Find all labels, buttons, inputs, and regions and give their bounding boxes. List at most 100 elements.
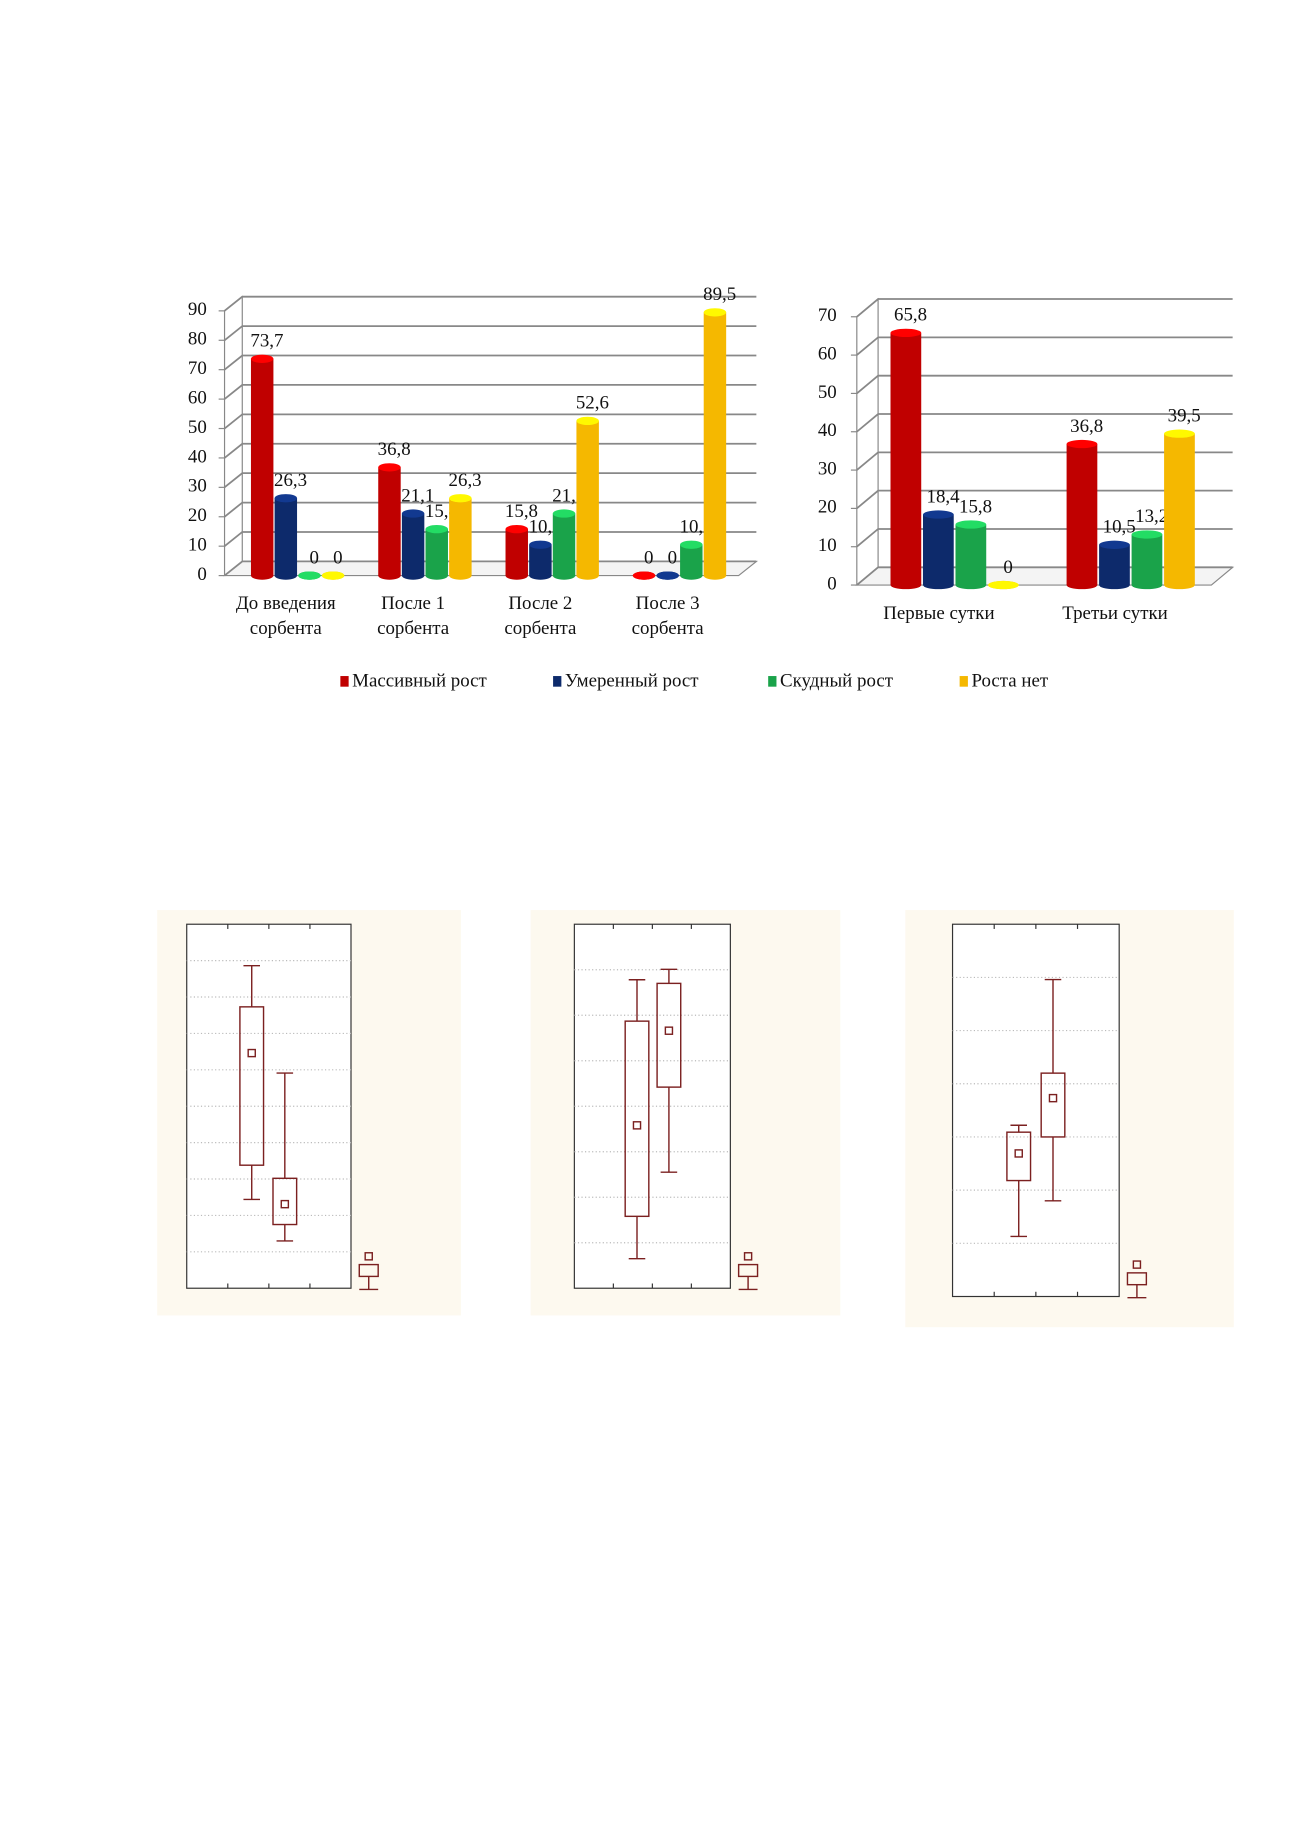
bar-bottom (250, 571, 274, 580)
legend-icon (743, 1252, 753, 1261)
y-tick-label: 70 (188, 358, 207, 379)
y-tick-label: 20 (818, 497, 837, 518)
value-label: 89,5 (703, 284, 736, 305)
bar-top (505, 524, 528, 534)
bar-top (529, 540, 552, 549)
bar-bottom (1099, 580, 1130, 590)
grid-line (223, 531, 757, 547)
median (280, 1199, 290, 1209)
grid-line (856, 298, 1233, 318)
legend-swatch (553, 676, 562, 687)
y-tick-label: 50 (188, 417, 207, 438)
value-label: 36,8 (378, 439, 411, 460)
bar (680, 544, 703, 576)
x-tick-label: После 3 сорбента (632, 593, 705, 639)
median (247, 1048, 256, 1058)
bar (425, 529, 448, 576)
bar-bottom (1131, 580, 1163, 590)
value-label: 21,1 (401, 485, 434, 506)
y-tick-label: 70 (818, 305, 837, 326)
y-tick-label: 90 (188, 299, 207, 320)
bar-top (425, 524, 448, 534)
bar-bottom (449, 571, 472, 580)
grid-line (856, 374, 1233, 395)
legend-swatch (959, 676, 968, 687)
bar-top (250, 354, 274, 363)
bar-top (890, 328, 922, 338)
y-tick-label: 10 (818, 535, 837, 556)
bar-top (1131, 530, 1163, 539)
bar (1131, 534, 1163, 586)
bar-bottom (890, 580, 922, 590)
grid-line (856, 489, 1233, 510)
bar-bottom (955, 580, 987, 590)
bar-top (1164, 429, 1195, 438)
bar-top (955, 520, 987, 529)
bar (576, 420, 599, 576)
x-tick-label: До введения сорбента (236, 593, 336, 639)
bar (250, 358, 274, 576)
bar-bottom (529, 571, 552, 580)
y-tick-label: 60 (188, 387, 207, 408)
bar-top (703, 308, 727, 317)
y-tick-label: 50 (818, 382, 837, 403)
bar-bottom (274, 571, 298, 580)
bar-bottom (923, 580, 954, 590)
value-label: 52,6 (576, 393, 609, 414)
grid-line (223, 354, 757, 371)
bar-bottom (1164, 580, 1195, 590)
median (1014, 1149, 1023, 1158)
bar-top (576, 416, 599, 426)
grid-line (223, 501, 757, 518)
box (624, 1020, 650, 1218)
bar (703, 312, 727, 576)
grid-line (223, 325, 757, 341)
y-tick-label: 80 (188, 329, 207, 350)
y-tick-label: 30 (818, 458, 837, 479)
bar-top (449, 494, 472, 503)
grid-line (856, 336, 1233, 356)
value-label: 18,4 (927, 486, 961, 507)
value-label: 39,5 (1168, 405, 1201, 426)
median (664, 1026, 674, 1035)
x-tick-label: Третьи сутки (1062, 603, 1167, 624)
value-label: 0 (1003, 557, 1012, 578)
bar-top (680, 540, 703, 549)
value-label: 13,2 (1135, 506, 1168, 527)
box (1040, 1072, 1066, 1138)
value-label: 0 (644, 547, 653, 568)
bar-bottom (425, 571, 448, 580)
bar (401, 513, 425, 576)
legend-label: Умеренный рост (565, 670, 699, 691)
box (272, 1177, 298, 1226)
bar (378, 467, 401, 576)
legend-icon (364, 1252, 373, 1261)
box (239, 1006, 265, 1166)
bar (955, 524, 987, 586)
plot-frame (951, 923, 1120, 1298)
grid-line (856, 528, 1233, 548)
box (1006, 1131, 1032, 1182)
grid-line (223, 295, 757, 312)
bar-top (988, 580, 1019, 590)
x-tick-label: Первые сутки (883, 603, 994, 624)
grid-line (856, 413, 1233, 433)
grid-line (223, 384, 757, 400)
bar (449, 498, 472, 576)
grid-line (223, 442, 757, 459)
median (632, 1121, 642, 1130)
bar (923, 514, 954, 586)
bar (505, 529, 528, 576)
bar-top (923, 510, 954, 519)
bar-top (298, 571, 321, 580)
y-tick-label: 0 (827, 573, 836, 594)
x-tick-label: После 1 сорбента (377, 593, 450, 639)
value-label: 26,3 (449, 470, 482, 491)
value-label: 73,7 (250, 331, 283, 352)
bar-bottom (505, 571, 528, 580)
bar-top (1066, 439, 1098, 449)
legend-icon (1132, 1260, 1142, 1269)
bar-bottom (378, 571, 401, 580)
